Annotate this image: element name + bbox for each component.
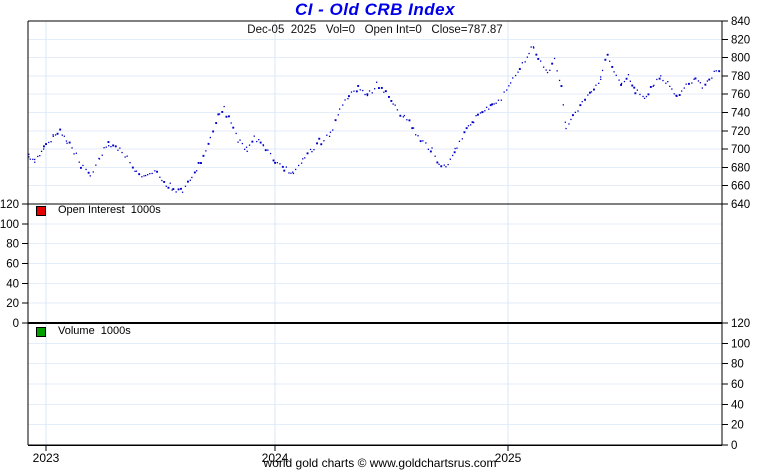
vertical-year-gridlines <box>45 21 509 445</box>
svg-text:40: 40 <box>731 399 744 411</box>
volume-swatch-icon <box>36 326 46 337</box>
svg-text:740: 740 <box>731 108 750 120</box>
svg-text:780: 780 <box>731 71 750 83</box>
svg-text:720: 720 <box>731 126 750 138</box>
legend-open-interest: Open Interest 1000s <box>36 205 161 216</box>
footer-credit: world gold charts © www.goldchartsrus.co… <box>263 456 497 470</box>
horizontal-gridlines <box>28 38 722 426</box>
svg-text:120: 120 <box>731 318 750 330</box>
svg-text:2024: 2024 <box>262 451 289 465</box>
legend-volume-label: Volume 1000s <box>58 325 131 337</box>
page-title: CI - Old CRB Index <box>294 0 456 19</box>
open-interest-swatch-icon <box>36 205 46 216</box>
svg-text:80: 80 <box>6 239 19 251</box>
svg-text:2025: 2025 <box>495 451 522 465</box>
svg-text:80: 80 <box>731 359 744 371</box>
svg-text:60: 60 <box>6 259 19 271</box>
svg-text:840: 840 <box>731 16 750 28</box>
y-axis-right-volume: 120 100 80 60 40 20 0 <box>722 318 750 452</box>
svg-text:20: 20 <box>6 298 19 310</box>
x-axis-years: 2023 2024 2025 <box>33 445 522 465</box>
legend-volume: Volume 1000s <box>36 326 131 337</box>
svg-text:660: 660 <box>731 181 750 193</box>
svg-text:700: 700 <box>731 144 750 156</box>
svg-text:680: 680 <box>731 162 750 174</box>
svg-text:760: 760 <box>731 89 750 101</box>
svg-text:60: 60 <box>731 379 744 391</box>
svg-text:40: 40 <box>6 278 19 290</box>
svg-text:20: 20 <box>731 420 744 432</box>
y-axis-left-open-interest: 120 100 80 60 40 20 0 <box>0 199 28 330</box>
legend-open-interest-label: Open Interest 1000s <box>58 204 161 216</box>
svg-text:800: 800 <box>731 53 750 65</box>
quote-status-line: Dec-05 2025 Vol=0 Open Int=0 Close=787.8… <box>247 24 503 36</box>
svg-text:100: 100 <box>731 338 750 350</box>
svg-text:820: 820 <box>731 34 750 46</box>
y-axis-right-price: 840 820 800 780 760 740 720 700 680 660 640 <box>722 16 750 211</box>
svg-text:640: 640 <box>731 199 750 211</box>
plot-borders <box>27 20 723 446</box>
svg-text:120: 120 <box>0 199 19 211</box>
svg-text:0: 0 <box>13 318 19 330</box>
svg-text:100: 100 <box>0 219 19 231</box>
price-series-dots <box>28 46 721 193</box>
svg-text:0: 0 <box>731 440 737 452</box>
svg-text:2023: 2023 <box>33 451 60 465</box>
